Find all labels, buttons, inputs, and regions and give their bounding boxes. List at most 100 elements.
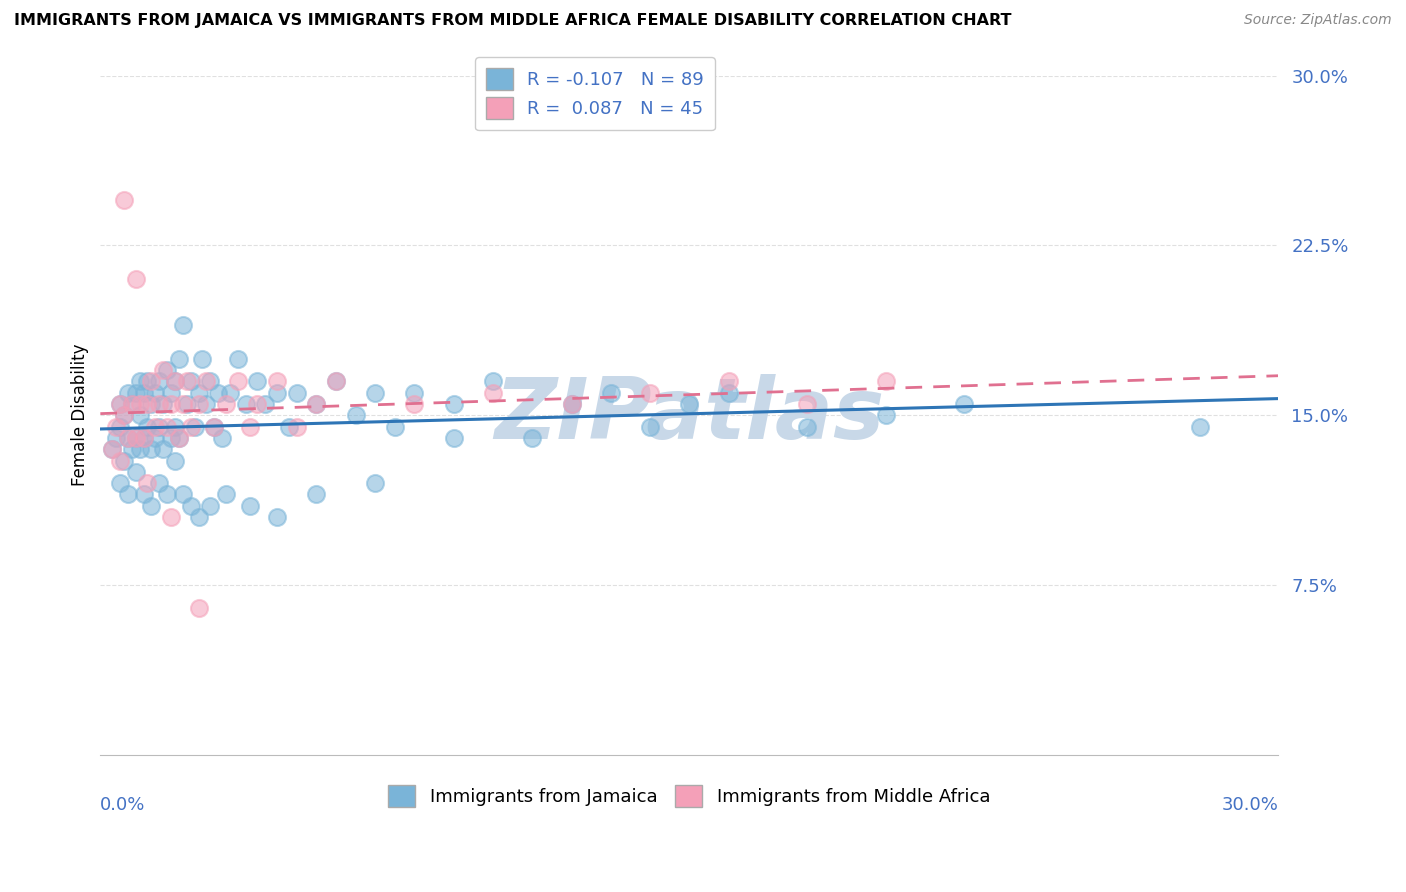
Point bbox=[325, 374, 347, 388]
Point bbox=[235, 397, 257, 411]
Point bbox=[180, 374, 202, 388]
Text: 30.0%: 30.0% bbox=[1222, 796, 1278, 814]
Legend: Immigrants from Jamaica, Immigrants from Middle Africa: Immigrants from Jamaica, Immigrants from… bbox=[381, 777, 998, 814]
Point bbox=[254, 397, 277, 411]
Point bbox=[176, 397, 198, 411]
Point bbox=[875, 408, 897, 422]
Point bbox=[364, 385, 387, 400]
Point bbox=[384, 419, 406, 434]
Point bbox=[117, 431, 139, 445]
Point bbox=[305, 397, 328, 411]
Point bbox=[128, 408, 150, 422]
Point bbox=[277, 419, 299, 434]
Point bbox=[215, 397, 238, 411]
Point bbox=[215, 487, 238, 501]
Point bbox=[112, 193, 135, 207]
Point bbox=[112, 408, 135, 422]
Point bbox=[522, 431, 544, 445]
Point bbox=[105, 431, 128, 445]
Point bbox=[117, 431, 139, 445]
Point bbox=[132, 487, 155, 501]
Point bbox=[141, 442, 163, 457]
Point bbox=[875, 374, 897, 388]
Point bbox=[125, 431, 148, 445]
Point bbox=[482, 374, 505, 388]
Point bbox=[132, 431, 155, 445]
Point bbox=[226, 351, 249, 366]
Point bbox=[202, 419, 225, 434]
Point bbox=[285, 419, 308, 434]
Point bbox=[128, 374, 150, 388]
Point bbox=[638, 419, 661, 434]
Point bbox=[344, 408, 367, 422]
Point bbox=[187, 600, 209, 615]
Point bbox=[195, 374, 218, 388]
Point bbox=[325, 374, 347, 388]
Point bbox=[404, 385, 426, 400]
Point bbox=[108, 476, 131, 491]
Point bbox=[200, 499, 222, 513]
Point bbox=[160, 385, 183, 400]
Point bbox=[1188, 419, 1211, 434]
Point bbox=[141, 397, 163, 411]
Point bbox=[796, 397, 818, 411]
Point bbox=[108, 397, 131, 411]
Point bbox=[187, 510, 209, 524]
Point bbox=[136, 419, 159, 434]
Point bbox=[953, 397, 976, 411]
Text: 0.0%: 0.0% bbox=[100, 796, 146, 814]
Point bbox=[136, 476, 159, 491]
Point bbox=[191, 351, 214, 366]
Point bbox=[172, 487, 194, 501]
Point bbox=[246, 397, 269, 411]
Point bbox=[176, 374, 198, 388]
Point bbox=[148, 419, 170, 434]
Point bbox=[108, 397, 131, 411]
Point bbox=[160, 510, 183, 524]
Point bbox=[187, 385, 209, 400]
Point bbox=[163, 419, 186, 434]
Point bbox=[211, 431, 233, 445]
Point bbox=[638, 385, 661, 400]
Point bbox=[285, 385, 308, 400]
Point bbox=[219, 385, 242, 400]
Point bbox=[238, 419, 260, 434]
Point bbox=[105, 419, 128, 434]
Point bbox=[266, 510, 288, 524]
Point bbox=[108, 453, 131, 467]
Point bbox=[101, 442, 124, 457]
Point bbox=[167, 431, 190, 445]
Point bbox=[121, 442, 143, 457]
Point bbox=[101, 442, 124, 457]
Point bbox=[136, 397, 159, 411]
Text: ZIPatlas: ZIPatlas bbox=[494, 374, 884, 457]
Point bbox=[128, 442, 150, 457]
Point bbox=[132, 431, 155, 445]
Point bbox=[152, 363, 174, 377]
Point bbox=[183, 419, 205, 434]
Point bbox=[125, 465, 148, 479]
Point bbox=[160, 431, 183, 445]
Point bbox=[156, 419, 179, 434]
Point bbox=[187, 397, 209, 411]
Point bbox=[404, 397, 426, 411]
Point bbox=[172, 397, 194, 411]
Point bbox=[482, 385, 505, 400]
Point bbox=[266, 374, 288, 388]
Point bbox=[125, 431, 148, 445]
Point bbox=[560, 397, 582, 411]
Point bbox=[305, 397, 328, 411]
Point bbox=[117, 487, 139, 501]
Point bbox=[156, 487, 179, 501]
Point bbox=[246, 374, 269, 388]
Point bbox=[717, 374, 740, 388]
Point bbox=[152, 442, 174, 457]
Point bbox=[121, 397, 143, 411]
Point bbox=[163, 374, 186, 388]
Point bbox=[141, 374, 163, 388]
Point bbox=[443, 431, 465, 445]
Point bbox=[238, 499, 260, 513]
Point bbox=[148, 397, 170, 411]
Point bbox=[195, 397, 218, 411]
Point bbox=[156, 363, 179, 377]
